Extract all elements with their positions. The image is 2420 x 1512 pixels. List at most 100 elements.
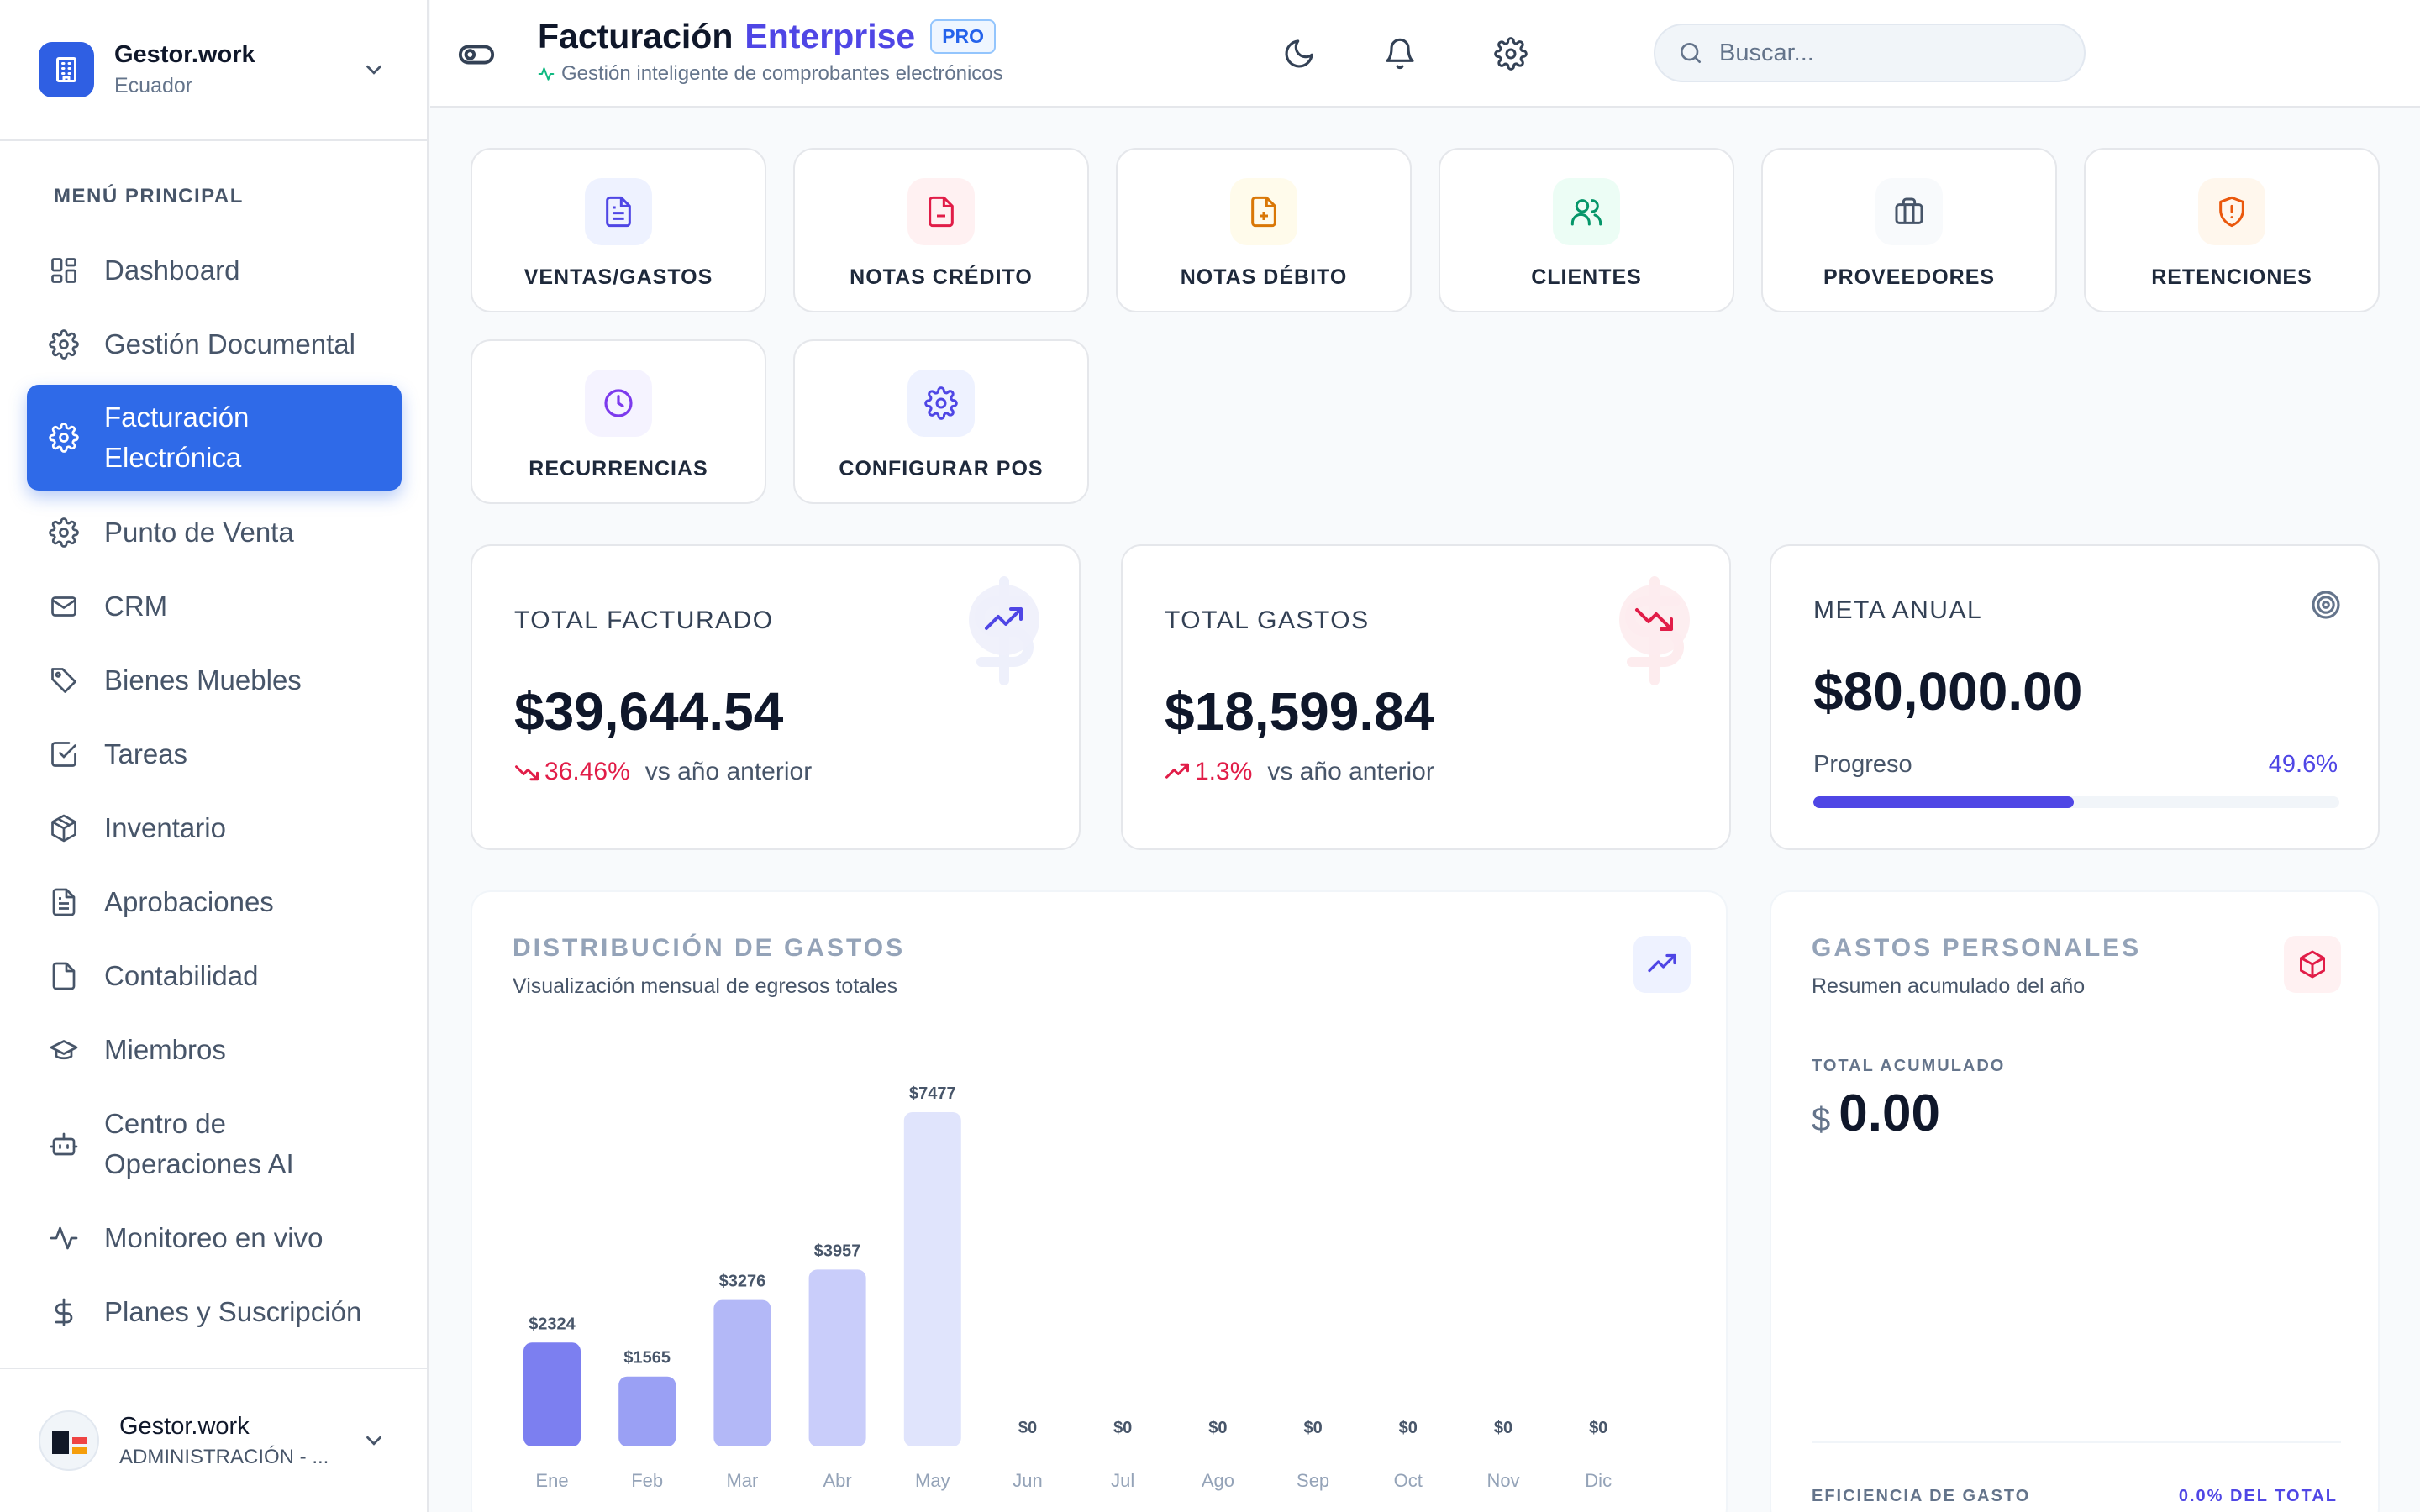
- tile-withholdings[interactable]: RETENCIONES: [2084, 148, 2380, 312]
- bar-feb[interactable]: [618, 1376, 676, 1446]
- box-icon: [2300, 950, 2325, 979]
- sidebar-item-label: Punto de Venta: [104, 517, 294, 548]
- accumulated-amount: $ 0.00: [1812, 1084, 1940, 1143]
- box-icon: [47, 811, 81, 845]
- stat-card-total-billed: TOTAL FACTURADO $39,644.54 36.46% vs año…: [471, 544, 1081, 850]
- sidebar-item-dashboard[interactable]: Dashboard: [27, 250, 402, 291]
- file-plus-icon: [1230, 178, 1297, 245]
- x-tick-label: Ene: [535, 1470, 568, 1491]
- sidebar-item-accounting[interactable]: Contabilidad: [27, 956, 402, 996]
- sidebar-item-tasks[interactable]: Tareas: [27, 734, 402, 774]
- x-tick-label: Ago: [1202, 1470, 1234, 1491]
- stat-label: TOTAL GASTOS: [1165, 606, 1370, 634]
- activity-icon: [538, 67, 555, 81]
- bar-value-label: $3276: [719, 1273, 766, 1291]
- tile-configure-pos[interactable]: CONFIGURAR POS: [793, 339, 1089, 504]
- brand-switcher[interactable]: Gestor.work Ecuador: [0, 0, 427, 141]
- sidebar-toggle-icon[interactable]: [457, 35, 496, 74]
- sidebar-item-crm[interactable]: CRM: [27, 586, 402, 627]
- bar-abr[interactable]: [808, 1269, 866, 1446]
- stat-change-percent: 1.3%: [1195, 758, 1253, 785]
- stat-label: META ANUAL: [1813, 596, 1983, 624]
- sidebar-item-document-management[interactable]: Gestión Documental: [27, 324, 402, 365]
- bar-value-label: $0: [1589, 1419, 1607, 1437]
- stat-change-caption: vs año anterior: [644, 758, 813, 785]
- sidebar-item-plans[interactable]: Planes y Suscripción: [27, 1292, 402, 1332]
- x-tick-label: Dic: [1585, 1470, 1612, 1491]
- sidebar-item-label: Facturación Electrónica: [104, 402, 250, 473]
- stat-change: 36.46% vs año anterior: [514, 758, 812, 786]
- activity-icon: [47, 1221, 81, 1255]
- trend-button[interactable]: [1634, 936, 1691, 993]
- sidebar-item-ai-operations[interactable]: Centro de Operaciones AI: [27, 1102, 402, 1186]
- bar-ene[interactable]: [523, 1342, 581, 1446]
- sidebar-item-inventory[interactable]: Inventario: [27, 808, 402, 848]
- sidebar-item-approvals[interactable]: Aprobaciones: [27, 882, 402, 922]
- sidebar-item-label: Centro de Operaciones AI: [104, 1108, 294, 1179]
- tile-sales-expenses[interactable]: VENTAS/GASTOS: [471, 148, 766, 312]
- bar-value-label: $2324: [529, 1315, 576, 1333]
- user-name: Gestor.work: [119, 1412, 250, 1440]
- page-title-main: Facturación: [538, 17, 734, 55]
- moon-icon[interactable]: [1282, 37, 1316, 71]
- target-icon: [2312, 591, 2340, 619]
- stat-label: TOTAL FACTURADO: [514, 606, 774, 634]
- stat-change-caption: vs año anterior: [1267, 758, 1434, 785]
- brand-name: Gestor.work: [114, 41, 255, 68]
- tile-suppliers[interactable]: PROVEEDORES: [1761, 148, 2057, 312]
- efficiency-label: EFICIENCIA DE GASTO: [1812, 1487, 2031, 1505]
- x-tick-label: Jun: [1013, 1470, 1042, 1491]
- sidebar-item-live-monitoring[interactable]: Monitoreo en vivo: [27, 1218, 402, 1258]
- gear-icon: [47, 516, 81, 549]
- sidebar-item-label: Tareas: [104, 738, 188, 769]
- tile-recurring[interactable]: RECURRENCIAS: [471, 339, 766, 504]
- top-header: Facturación Enterprise PRO Gestión intel…: [430, 0, 2420, 108]
- stat-value: $39,644.54: [514, 681, 784, 742]
- tag-icon: [47, 664, 81, 697]
- bell-icon[interactable]: [1383, 37, 1417, 71]
- stat-card-annual-goal: META ANUAL $80,000.00 Progreso 49.6%: [1770, 544, 2380, 850]
- stat-change-percent: 36.46%: [544, 758, 630, 785]
- grid-icon: [47, 254, 81, 287]
- search-box[interactable]: [1654, 24, 2086, 82]
- tile-clients[interactable]: CLIENTES: [1439, 148, 1734, 312]
- sidebar-item-label: Planes y Suscripción: [104, 1296, 362, 1327]
- dollar-trend-icon: [1619, 576, 1690, 685]
- stat-card-total-expenses: TOTAL GASTOS $18,599.84 1.3% vs año ante…: [1121, 544, 1731, 850]
- sidebar-item-label: Dashboard: [104, 255, 240, 286]
- sidebar-item-point-of-sale[interactable]: Punto de Venta: [27, 512, 402, 553]
- document-icon: [47, 885, 81, 919]
- graduation-cap-icon: [47, 1033, 81, 1067]
- sidebar-item-label: Bienes Muebles: [104, 664, 302, 696]
- sidebar-item-electronic-billing[interactable]: Facturación Electrónica: [27, 385, 402, 491]
- divider: [1812, 1441, 2341, 1443]
- users-icon: [1553, 178, 1620, 245]
- bar-value-label: $0: [1113, 1419, 1132, 1437]
- bar-value-label: $3957: [814, 1242, 861, 1260]
- trend-up-icon: [1165, 763, 1189, 779]
- user-menu[interactable]: Gestor.work ADMINISTRACIÓN - ...: [0, 1368, 427, 1512]
- sidebar-item-movable-assets[interactable]: Bienes Muebles: [27, 660, 402, 701]
- page-title-accent: Enterprise: [744, 17, 916, 55]
- box-button[interactable]: [2284, 936, 2341, 993]
- avatar: [39, 1410, 99, 1471]
- search-input[interactable]: [1719, 39, 2055, 67]
- tile-label: VENTAS/GASTOS: [523, 265, 713, 289]
- expense-distribution-card: DISTRIBUCIÓN DE GASTOS Visualización men…: [471, 890, 1728, 1512]
- stat-value: $18,599.84: [1165, 681, 1434, 742]
- x-tick-label: Mar: [726, 1470, 758, 1491]
- stat-change: 1.3% vs año anterior: [1165, 758, 1434, 786]
- stat-value: $80,000.00: [1813, 661, 2083, 722]
- tile-debit-notes[interactable]: NOTAS DÉBITO: [1116, 148, 1412, 312]
- bar-value-label: $0: [1208, 1419, 1227, 1437]
- dollar-icon: [47, 1295, 81, 1329]
- sidebar-item-members[interactable]: Miembros: [27, 1030, 402, 1070]
- tile-label: PROVEEDORES: [1823, 265, 1996, 289]
- tile-label: CLIENTES: [1531, 265, 1642, 289]
- tile-credit-notes[interactable]: NOTAS CRÉDITO: [793, 148, 1089, 312]
- brand-country: Ecuador: [114, 74, 193, 97]
- accumulated-value: 0.00: [1839, 1084, 1940, 1142]
- bar-mar[interactable]: [713, 1299, 771, 1446]
- bar-may[interactable]: [903, 1112, 961, 1446]
- gear-icon[interactable]: [1494, 37, 1528, 71]
